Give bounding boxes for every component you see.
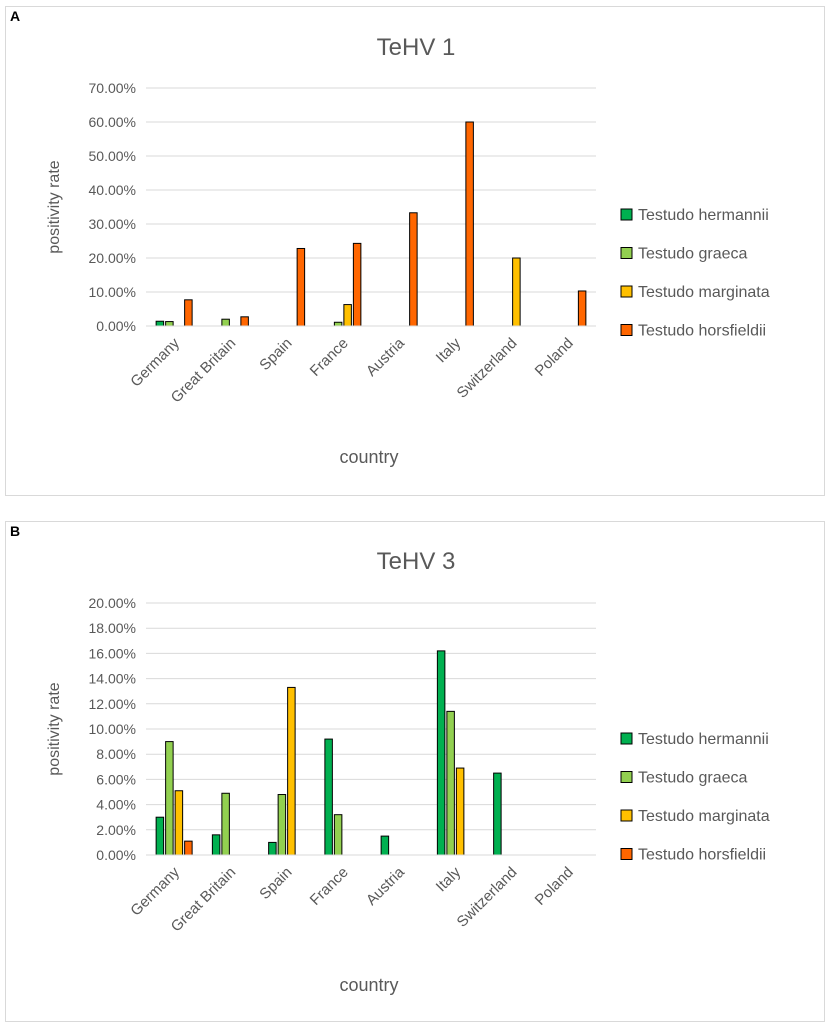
legend-swatch [620, 848, 633, 860]
bar [184, 840, 193, 856]
legend-label: Testudo graeca [638, 246, 748, 263]
bar [277, 794, 287, 856]
chart-panel-a: A TeHV 1 0.00% 10.00% 20.00% 30.00% 40.00% 50.… [5, 6, 825, 496]
bar [493, 772, 502, 856]
panel-label: B [10, 523, 21, 539]
bar [174, 790, 184, 856]
bar [465, 121, 474, 327]
x-tick-label: Italy [433, 334, 465, 366]
legend-swatch [620, 732, 633, 745]
bar [165, 321, 174, 327]
legend-label: Testudo horsfieldii [638, 323, 766, 340]
bar [577, 290, 587, 327]
y-tick-label: 20.00% [89, 250, 136, 266]
bar [165, 741, 174, 856]
x-tick-label: Italy [433, 863, 465, 895]
bar [268, 841, 277, 856]
legend-swatch [620, 324, 633, 336]
x-axis-label: country [339, 975, 398, 995]
y-tick-label: 10.00% [89, 721, 136, 737]
y-tick-label: 70.00% [89, 80, 136, 96]
bar [296, 247, 306, 327]
bar [221, 318, 230, 327]
bar [155, 320, 165, 327]
y-axis-label: positivity rate [46, 682, 63, 775]
chart-tehv1: TeHV 1 0.00% 10.00% 20.00% 30.00% 40.00% 50.00… [46, 34, 770, 467]
x-tick-label: Spain [256, 335, 295, 374]
x-tick-label: France [307, 335, 352, 380]
bar [343, 304, 352, 327]
y-tick-label: 10.00% [89, 284, 136, 300]
y-tick-label: 50.00% [89, 148, 136, 164]
y-tick-label: 2.00% [96, 822, 136, 838]
y-tick-label: 20.00% [89, 595, 136, 611]
bar [380, 835, 390, 856]
x-tick-label: Spain [256, 864, 295, 903]
legend-label: Testudo graeca [638, 770, 748, 787]
x-tick-label: Germany [127, 334, 183, 390]
bar [184, 299, 193, 327]
legend-label: Testudo marginata [638, 808, 770, 825]
bar [211, 834, 221, 856]
legend-label: Testudo horsfieldii [638, 847, 766, 864]
x-tick-label: Switzerland [454, 335, 521, 402]
y-tick-label: 4.00% [96, 797, 136, 813]
y-tick-label: 12.00% [89, 696, 136, 712]
bar [333, 814, 343, 856]
y-tick-label: 8.00% [96, 746, 136, 762]
legend-swatch [620, 809, 633, 822]
bar [333, 321, 343, 327]
y-tick-label: 30.00% [89, 216, 136, 232]
bar [221, 792, 230, 856]
x-tick-label: Germany [127, 863, 183, 919]
bar [436, 650, 446, 856]
y-tick-label: 0.00% [96, 847, 136, 863]
bar [352, 242, 362, 327]
y-tick-label: 18.00% [89, 620, 136, 636]
legend-swatch [620, 771, 633, 783]
bar [324, 738, 333, 856]
bar [409, 212, 418, 327]
bar [455, 767, 465, 856]
y-tick-label: 40.00% [89, 182, 136, 198]
bar [287, 686, 296, 856]
legend-label: Testudo hermannii [638, 731, 769, 748]
chart-title: TeHV 1 [377, 34, 456, 61]
chart-title: TeHV 3 [377, 548, 456, 575]
y-tick-label: 6.00% [96, 771, 136, 787]
bar [446, 710, 455, 856]
y-tick-label: 14.00% [89, 671, 136, 687]
legend-label: Testudo hermannii [638, 207, 769, 224]
y-tick-label: 16.00% [89, 645, 136, 661]
x-tick-label: Switzerland [454, 864, 521, 931]
y-tick-label: 60.00% [89, 114, 136, 130]
x-tick-label: Poland [532, 335, 577, 380]
chart-tehv3: TeHV 3 0.00% 2.00% 4.00% 6.00% 8.00% 10.00% 12.… [46, 548, 770, 995]
chart-panel-b: B TeHV 3 0.00% 2.00% 4.00% 6.00% 8.00% 10.00% 1… [5, 521, 825, 1022]
panel-label: A [10, 8, 21, 24]
legend-swatch [620, 285, 633, 298]
bar [240, 316, 249, 327]
x-tick-label: Poland [532, 864, 577, 909]
legend-swatch [620, 208, 633, 221]
y-axis-label: positivity rate [46, 160, 63, 253]
legend-swatch [620, 247, 633, 259]
bar [155, 816, 165, 856]
x-tick-label: Austria [363, 334, 408, 379]
bar [512, 257, 521, 327]
x-tick-label: Austria [363, 863, 408, 908]
y-tick-label: 0.00% [96, 318, 136, 334]
legend-label: Testudo marginata [638, 284, 770, 301]
x-tick-label: France [307, 864, 352, 909]
x-axis-label: country [339, 447, 398, 467]
